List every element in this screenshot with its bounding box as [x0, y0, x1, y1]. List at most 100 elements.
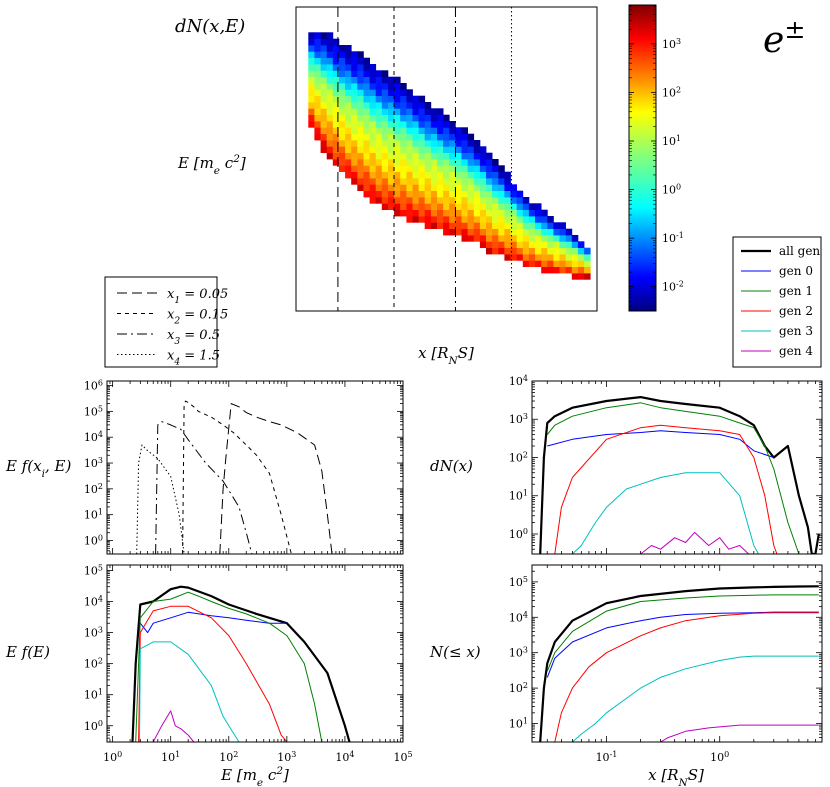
heatmap-cell — [473, 165, 481, 172]
heatmap-cell — [553, 260, 560, 267]
heatmap-cell — [455, 184, 462, 191]
heatmap-cell — [449, 133, 456, 141]
heatmap-cell — [369, 102, 377, 109]
heatmap-cell — [528, 209, 536, 217]
heatmap-cell — [345, 95, 352, 103]
heatmap-cell — [375, 178, 383, 185]
heatmap-cell — [467, 209, 475, 217]
heatmap-cell — [326, 146, 334, 153]
heatmap-cell — [498, 247, 505, 255]
y-tick-label: 102 — [84, 481, 103, 496]
heatmap-cell — [388, 127, 395, 134]
heatmap-cell — [443, 178, 450, 185]
heatmap-cell — [351, 171, 358, 179]
heatmap-cell — [504, 190, 511, 198]
heatmap-cell — [412, 140, 419, 147]
heatmap-cell — [394, 178, 401, 185]
heatmap-cell — [479, 171, 487, 179]
heatmap-cell — [345, 133, 352, 141]
heatmap-cell — [443, 184, 450, 191]
heatmap-cell — [486, 197, 493, 204]
heatmap-cell — [571, 247, 579, 255]
heatmap-cell — [430, 127, 438, 134]
heatmap-cell — [351, 127, 358, 134]
heatmap-cell — [528, 203, 536, 210]
heatmap-cell — [400, 89, 407, 96]
heatmap-cell — [338, 165, 346, 172]
heatmap-cell — [535, 209, 542, 217]
heatmap-cell — [406, 146, 413, 153]
heatmap-cell — [504, 235, 511, 242]
heatmap-cell — [388, 102, 395, 109]
heatmap-cell — [388, 95, 395, 103]
heatmap-cell — [424, 165, 432, 172]
heatmap-cell — [369, 152, 377, 160]
heatmap-cell — [357, 171, 364, 179]
heatmap-cell — [412, 114, 419, 122]
heatmap-cell — [584, 273, 591, 280]
legend-gen-label: gen 4 — [779, 344, 813, 358]
heatmap-cell — [394, 133, 401, 141]
heatmap-cell — [394, 121, 401, 128]
heatmap-cell — [412, 190, 419, 198]
heatmap-cell — [388, 133, 395, 141]
x-tick-label: 10-1 — [596, 750, 618, 765]
heatmap-cell — [369, 76, 377, 84]
y-tick-label: 100 — [509, 526, 528, 541]
heatmap-cell — [443, 152, 450, 160]
heatmap-cell — [430, 114, 438, 122]
heatmap-cell — [504, 203, 511, 210]
heatmap-cell — [467, 178, 475, 185]
heatmap-cell — [345, 114, 352, 122]
heatmap-cell — [461, 235, 468, 242]
y-tick-label: 104 — [84, 430, 103, 445]
heatmap-cell — [443, 133, 450, 141]
heatmap-cell — [314, 114, 321, 122]
heatmap-cell — [535, 228, 542, 236]
legend-x-label: x1​ = 0.05 — [167, 287, 228, 306]
y-tick-label: 102 — [509, 681, 528, 696]
heatmap-cell — [418, 203, 426, 210]
heatmap-cell — [412, 159, 419, 166]
series-line-gen-4 — [152, 710, 195, 742]
heatmap-cell — [326, 121, 334, 128]
heatmap-cell — [455, 222, 462, 229]
heatmap-cell — [351, 102, 358, 109]
heatmap-cell — [308, 45, 315, 52]
heatmap-cell — [418, 165, 426, 172]
heatmap-cell — [400, 203, 407, 210]
heatmap-cell — [406, 190, 413, 198]
heatmap-panel: dN(x,E) E [me​ c2​] x [RN​S] — [175, 6, 598, 367]
heatmap-cell — [553, 266, 560, 274]
ncum-panel: 10-1 100 101 102 103 104 105 N(≤ x) x [RN​S] — [429, 564, 823, 787]
heatmap-cell — [363, 178, 370, 185]
heatmap-cell — [332, 64, 340, 71]
heatmap-cell — [314, 38, 321, 46]
heatmap-cell — [577, 273, 585, 280]
heatmap-cell — [400, 184, 407, 191]
heatmap-cell — [345, 140, 352, 147]
heatmap-cell — [424, 184, 432, 191]
heatmap-cell — [504, 197, 511, 204]
heatmap-cell — [486, 235, 493, 242]
heatmap-cell — [577, 266, 585, 274]
heatmap-cell — [584, 247, 591, 255]
heatmap-cell — [553, 228, 560, 236]
heatmap-cell — [559, 235, 566, 242]
heatmap-cell — [345, 171, 352, 179]
heatmap-cell — [479, 209, 487, 217]
heatmap-cell — [308, 32, 315, 39]
heatmap-cell — [375, 70, 383, 77]
heatmap-cell — [363, 76, 370, 84]
heatmap-cell — [320, 102, 328, 109]
y-tick-label: 104 — [509, 374, 528, 389]
heatmap-cell — [455, 127, 462, 134]
heatmap-cell — [320, 83, 328, 90]
heatmap-cell — [467, 235, 475, 242]
y-tick-label: 103 — [84, 456, 103, 471]
heatmap-cell — [326, 38, 334, 46]
heatmap-cell — [577, 247, 585, 255]
heatmap-cell — [473, 178, 481, 185]
colorbar-tick-label: 10-1 — [662, 231, 684, 246]
legend-gen-label: gen 0 — [779, 264, 813, 278]
